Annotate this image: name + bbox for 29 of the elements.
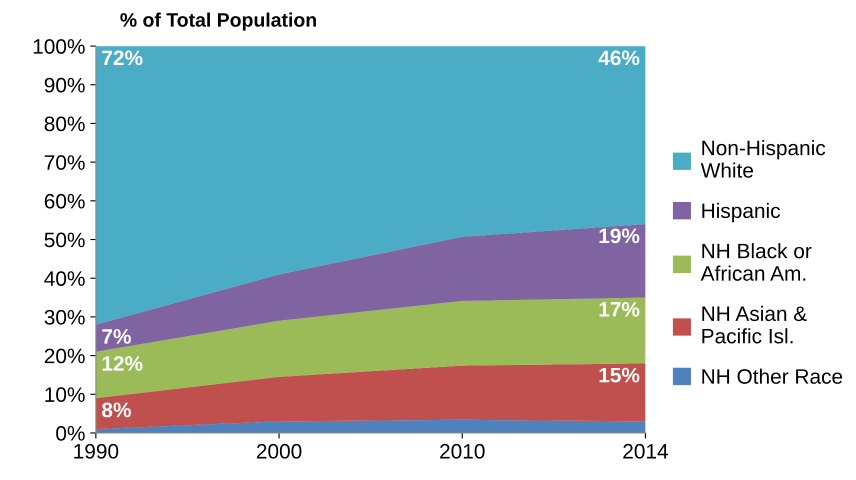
y-tick-label: 60% bbox=[44, 194, 85, 209]
data-label: 15% bbox=[600, 368, 640, 382]
y-tick-label: 30% bbox=[44, 310, 85, 325]
data-label: 17% bbox=[600, 302, 640, 317]
y-tick-label: 0% bbox=[56, 426, 85, 441]
x-tick-label: 1990 bbox=[74, 444, 118, 459]
data-label: 46% bbox=[598, 50, 640, 66]
data-label: 8% bbox=[102, 402, 131, 418]
x-tick-label: 2000 bbox=[256, 444, 302, 459]
data-label: 72% bbox=[102, 50, 143, 66]
x-tick-label: 2010 bbox=[440, 444, 485, 459]
y-tick-label: 80% bbox=[44, 116, 85, 132]
legend-label: Hispanic bbox=[702, 202, 780, 222]
data-label: 7% bbox=[102, 329, 131, 344]
y-tick-label: 50% bbox=[44, 232, 85, 248]
legend-label: NH Black or African Am. bbox=[700, 243, 812, 281]
legend-label: NH Other Race bbox=[702, 368, 842, 384]
y-tick-label: 90% bbox=[44, 78, 85, 93]
x-tick-label: 2014 bbox=[623, 444, 668, 459]
y-tick-label: 20% bbox=[44, 348, 85, 364]
y-tick-label: 10% bbox=[45, 387, 85, 402]
data-label: 19% bbox=[600, 228, 640, 244]
data-label: 12% bbox=[102, 356, 143, 371]
legend-label: Non-Hispanic White bbox=[700, 140, 826, 178]
y-tick-label: 100% bbox=[34, 39, 85, 54]
legend-label: NH Asian & Pacific Isl. bbox=[702, 306, 807, 344]
chart-title: % of Total Population bbox=[120, 12, 316, 31]
y-tick-label: 40% bbox=[44, 271, 85, 286]
y-tick-label: 70% bbox=[44, 155, 85, 170]
